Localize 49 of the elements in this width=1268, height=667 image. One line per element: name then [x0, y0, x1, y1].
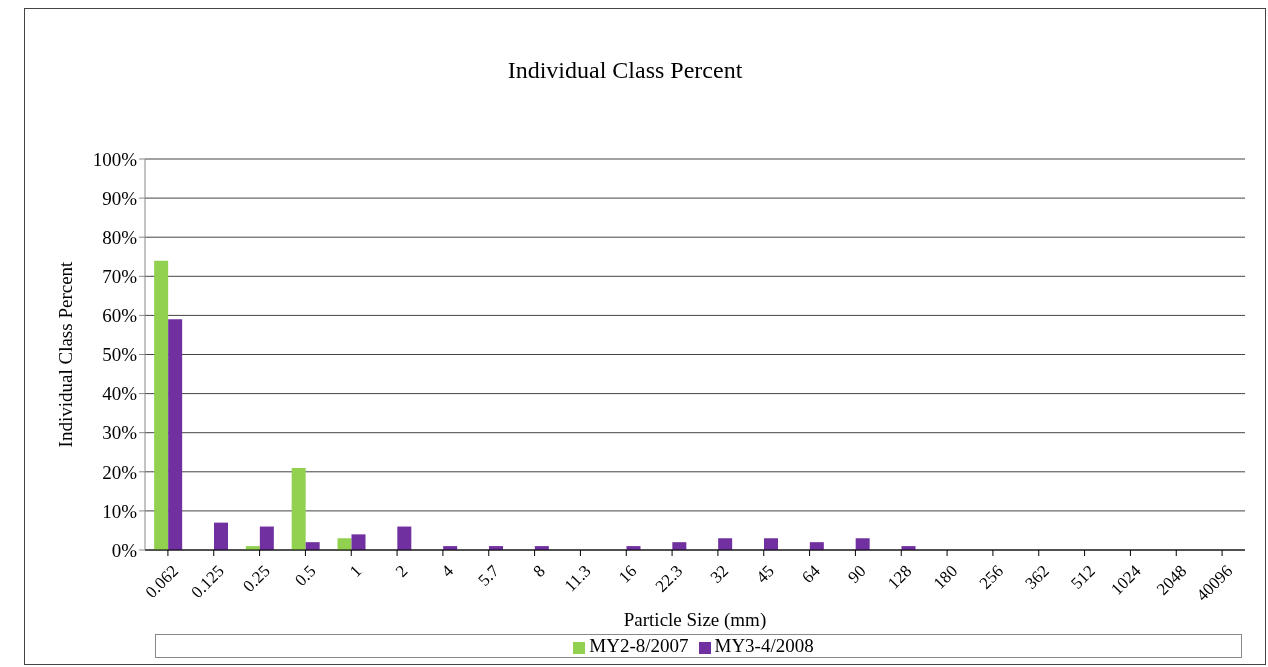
- y-axis-title: Individual Class Percent: [54, 260, 76, 448]
- y-tick-label: 0%: [111, 539, 138, 561]
- y-tick-label: 70%: [102, 266, 138, 288]
- y-tick-label: 40%: [102, 383, 138, 405]
- x-tick-label: 180: [929, 561, 962, 593]
- x-tick-label: 512: [1067, 561, 1099, 593]
- x-tick-label: 4: [437, 561, 458, 581]
- bar: [855, 538, 870, 550]
- x-tick-label: 90: [844, 561, 870, 587]
- x-tick-label: 11.3: [560, 561, 595, 596]
- bar: [718, 538, 733, 550]
- x-tick-label: 64: [798, 561, 825, 587]
- x-tick-label: 45: [752, 561, 778, 587]
- bar: [351, 534, 366, 550]
- y-tick-label: 10%: [102, 500, 138, 522]
- x-tick-label: 16: [614, 561, 641, 587]
- x-tick-label: 2: [391, 561, 412, 581]
- x-tick-label: 0.5: [291, 561, 320, 590]
- y-tick-label: 60%: [102, 305, 138, 327]
- chart-title: Individual Class Percent: [506, 57, 744, 84]
- x-axis-title: Particle Size (mm): [623, 609, 767, 631]
- x-tick-label: 1: [345, 561, 366, 581]
- y-tick-label: 30%: [102, 422, 138, 444]
- bar: [305, 542, 320, 550]
- legend-label: MY3-4/2008: [714, 635, 814, 656]
- bar: [291, 467, 306, 550]
- y-tick-label: 20%: [102, 461, 138, 483]
- y-tick-label: 90%: [102, 187, 138, 209]
- bar: [337, 538, 352, 550]
- bar: [259, 526, 274, 550]
- bar: [764, 538, 778, 550]
- y-tick-label: 50%: [102, 344, 138, 366]
- x-tick-label: 32: [706, 561, 733, 587]
- legend-label: MY2-8/2007: [589, 635, 689, 656]
- y-tick-label: 100%: [92, 148, 138, 170]
- bar: [672, 542, 687, 550]
- bar: [154, 260, 169, 550]
- x-tick-label: 128: [883, 561, 916, 593]
- x-tick-label: 8: [529, 561, 549, 581]
- y-tick-label: 80%: [102, 226, 138, 248]
- x-tick-label: 22.3: [651, 561, 687, 596]
- x-tick-label: 256: [975, 561, 1008, 593]
- bar: [168, 319, 183, 550]
- x-tick-label: 5.7: [474, 561, 504, 590]
- bar: [214, 522, 228, 550]
- x-tick-label: 0.25: [239, 561, 274, 596]
- bar: [397, 526, 412, 550]
- x-tick-label: 362: [1021, 561, 1053, 593]
- bar: [809, 542, 824, 550]
